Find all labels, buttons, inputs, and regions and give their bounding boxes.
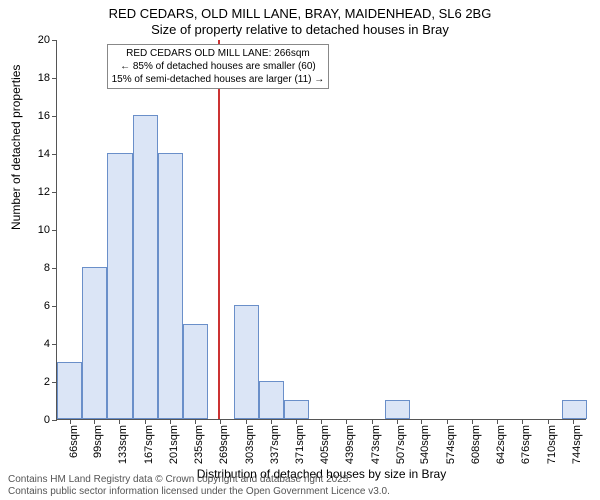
histogram-bar xyxy=(57,362,82,419)
xtick-mark xyxy=(346,419,347,424)
xtick-label: 473sqm xyxy=(370,425,382,464)
xtick-label: 710sqm xyxy=(546,425,558,464)
histogram-bar xyxy=(259,381,284,419)
note-line3: 15% of semi-detached houses are larger (… xyxy=(112,73,325,86)
ytick-label: 12 xyxy=(38,186,50,198)
xtick-label: 303sqm xyxy=(244,425,256,464)
note-line2: ← 85% of detached houses are smaller (60… xyxy=(112,60,325,73)
histogram-bar xyxy=(183,324,208,419)
attribution: Contains HM Land Registry data © Crown c… xyxy=(8,474,390,498)
ytick-mark xyxy=(52,306,57,307)
ytick-label: 18 xyxy=(38,72,50,84)
xtick-label: 371sqm xyxy=(294,425,306,464)
histogram-bar xyxy=(562,400,587,419)
xtick-mark xyxy=(94,419,95,424)
ytick-label: 16 xyxy=(38,110,50,122)
xtick-mark xyxy=(145,419,146,424)
xtick-label: 66sqm xyxy=(68,425,80,458)
ytick-mark xyxy=(52,344,57,345)
xtick-label: 235sqm xyxy=(193,425,205,464)
chart-title-line2: Size of property relative to detached ho… xyxy=(0,22,600,37)
chart-container: RED CEDARS, OLD MILL LANE, BRAY, MAIDENH… xyxy=(0,0,600,500)
xtick-label: 507sqm xyxy=(395,425,407,464)
xtick-label: 337sqm xyxy=(269,425,281,464)
attribution-line1: Contains HM Land Registry data © Crown c… xyxy=(8,474,390,486)
histogram-bar xyxy=(82,267,107,419)
ytick-mark xyxy=(52,192,57,193)
xtick-label: 99sqm xyxy=(92,425,104,458)
ytick-label: 14 xyxy=(38,148,50,160)
chart-title-line1: RED CEDARS, OLD MILL LANE, BRAY, MAIDENH… xyxy=(0,6,600,21)
xtick-label: 608sqm xyxy=(470,425,482,464)
xtick-label: 269sqm xyxy=(218,425,230,464)
xtick-mark xyxy=(170,419,171,424)
histogram-bar xyxy=(284,400,309,419)
xtick-mark xyxy=(321,419,322,424)
ytick-mark xyxy=(52,154,57,155)
reference-line xyxy=(218,40,220,419)
xtick-mark xyxy=(119,419,120,424)
xtick-mark xyxy=(296,419,297,424)
xtick-mark xyxy=(522,419,523,424)
xtick-label: 439sqm xyxy=(344,425,356,464)
histogram-bar xyxy=(234,305,259,419)
xtick-label: 676sqm xyxy=(520,425,532,464)
xtick-label: 574sqm xyxy=(445,425,457,464)
xtick-label: 167sqm xyxy=(143,425,155,464)
ytick-label: 0 xyxy=(44,414,50,426)
ytick-label: 6 xyxy=(44,300,50,312)
xtick-mark xyxy=(472,419,473,424)
histogram-bar xyxy=(133,115,158,419)
ytick-mark xyxy=(52,78,57,79)
xtick-mark xyxy=(70,419,71,424)
note-line1: RED CEDARS OLD MILL LANE: 266sqm xyxy=(112,47,325,60)
ytick-label: 8 xyxy=(44,262,50,274)
histogram-bar xyxy=(107,153,132,419)
xtick-mark xyxy=(220,419,221,424)
plot-area: Distribution of detached houses by size … xyxy=(56,40,586,420)
xtick-mark xyxy=(246,419,247,424)
xtick-mark xyxy=(271,419,272,424)
xtick-label: 744sqm xyxy=(571,425,583,464)
histogram-bar xyxy=(385,400,410,419)
ytick-label: 2 xyxy=(44,376,50,388)
note-box: RED CEDARS OLD MILL LANE: 266sqm← 85% of… xyxy=(107,44,330,89)
xtick-mark xyxy=(548,419,549,424)
ytick-mark xyxy=(52,268,57,269)
xtick-mark xyxy=(447,419,448,424)
xtick-mark xyxy=(195,419,196,424)
ytick-label: 4 xyxy=(44,338,50,350)
xtick-mark xyxy=(497,419,498,424)
xtick-mark xyxy=(573,419,574,424)
ytick-label: 20 xyxy=(38,34,50,46)
xtick-label: 642sqm xyxy=(495,425,507,464)
ytick-mark xyxy=(52,40,57,41)
ytick-mark xyxy=(52,230,57,231)
xtick-label: 201sqm xyxy=(168,425,180,464)
ytick-mark xyxy=(52,116,57,117)
ytick-label: 10 xyxy=(38,224,50,236)
histogram-bar xyxy=(158,153,183,419)
xtick-mark xyxy=(397,419,398,424)
xtick-label: 133sqm xyxy=(117,425,129,464)
attribution-line2: Contains public sector information licen… xyxy=(8,486,390,498)
xtick-label: 405sqm xyxy=(319,425,331,464)
xtick-mark xyxy=(372,419,373,424)
xtick-mark xyxy=(421,419,422,424)
y-axis-label: Number of detached properties xyxy=(9,65,23,230)
ytick-mark xyxy=(52,420,57,421)
xtick-label: 540sqm xyxy=(419,425,431,464)
